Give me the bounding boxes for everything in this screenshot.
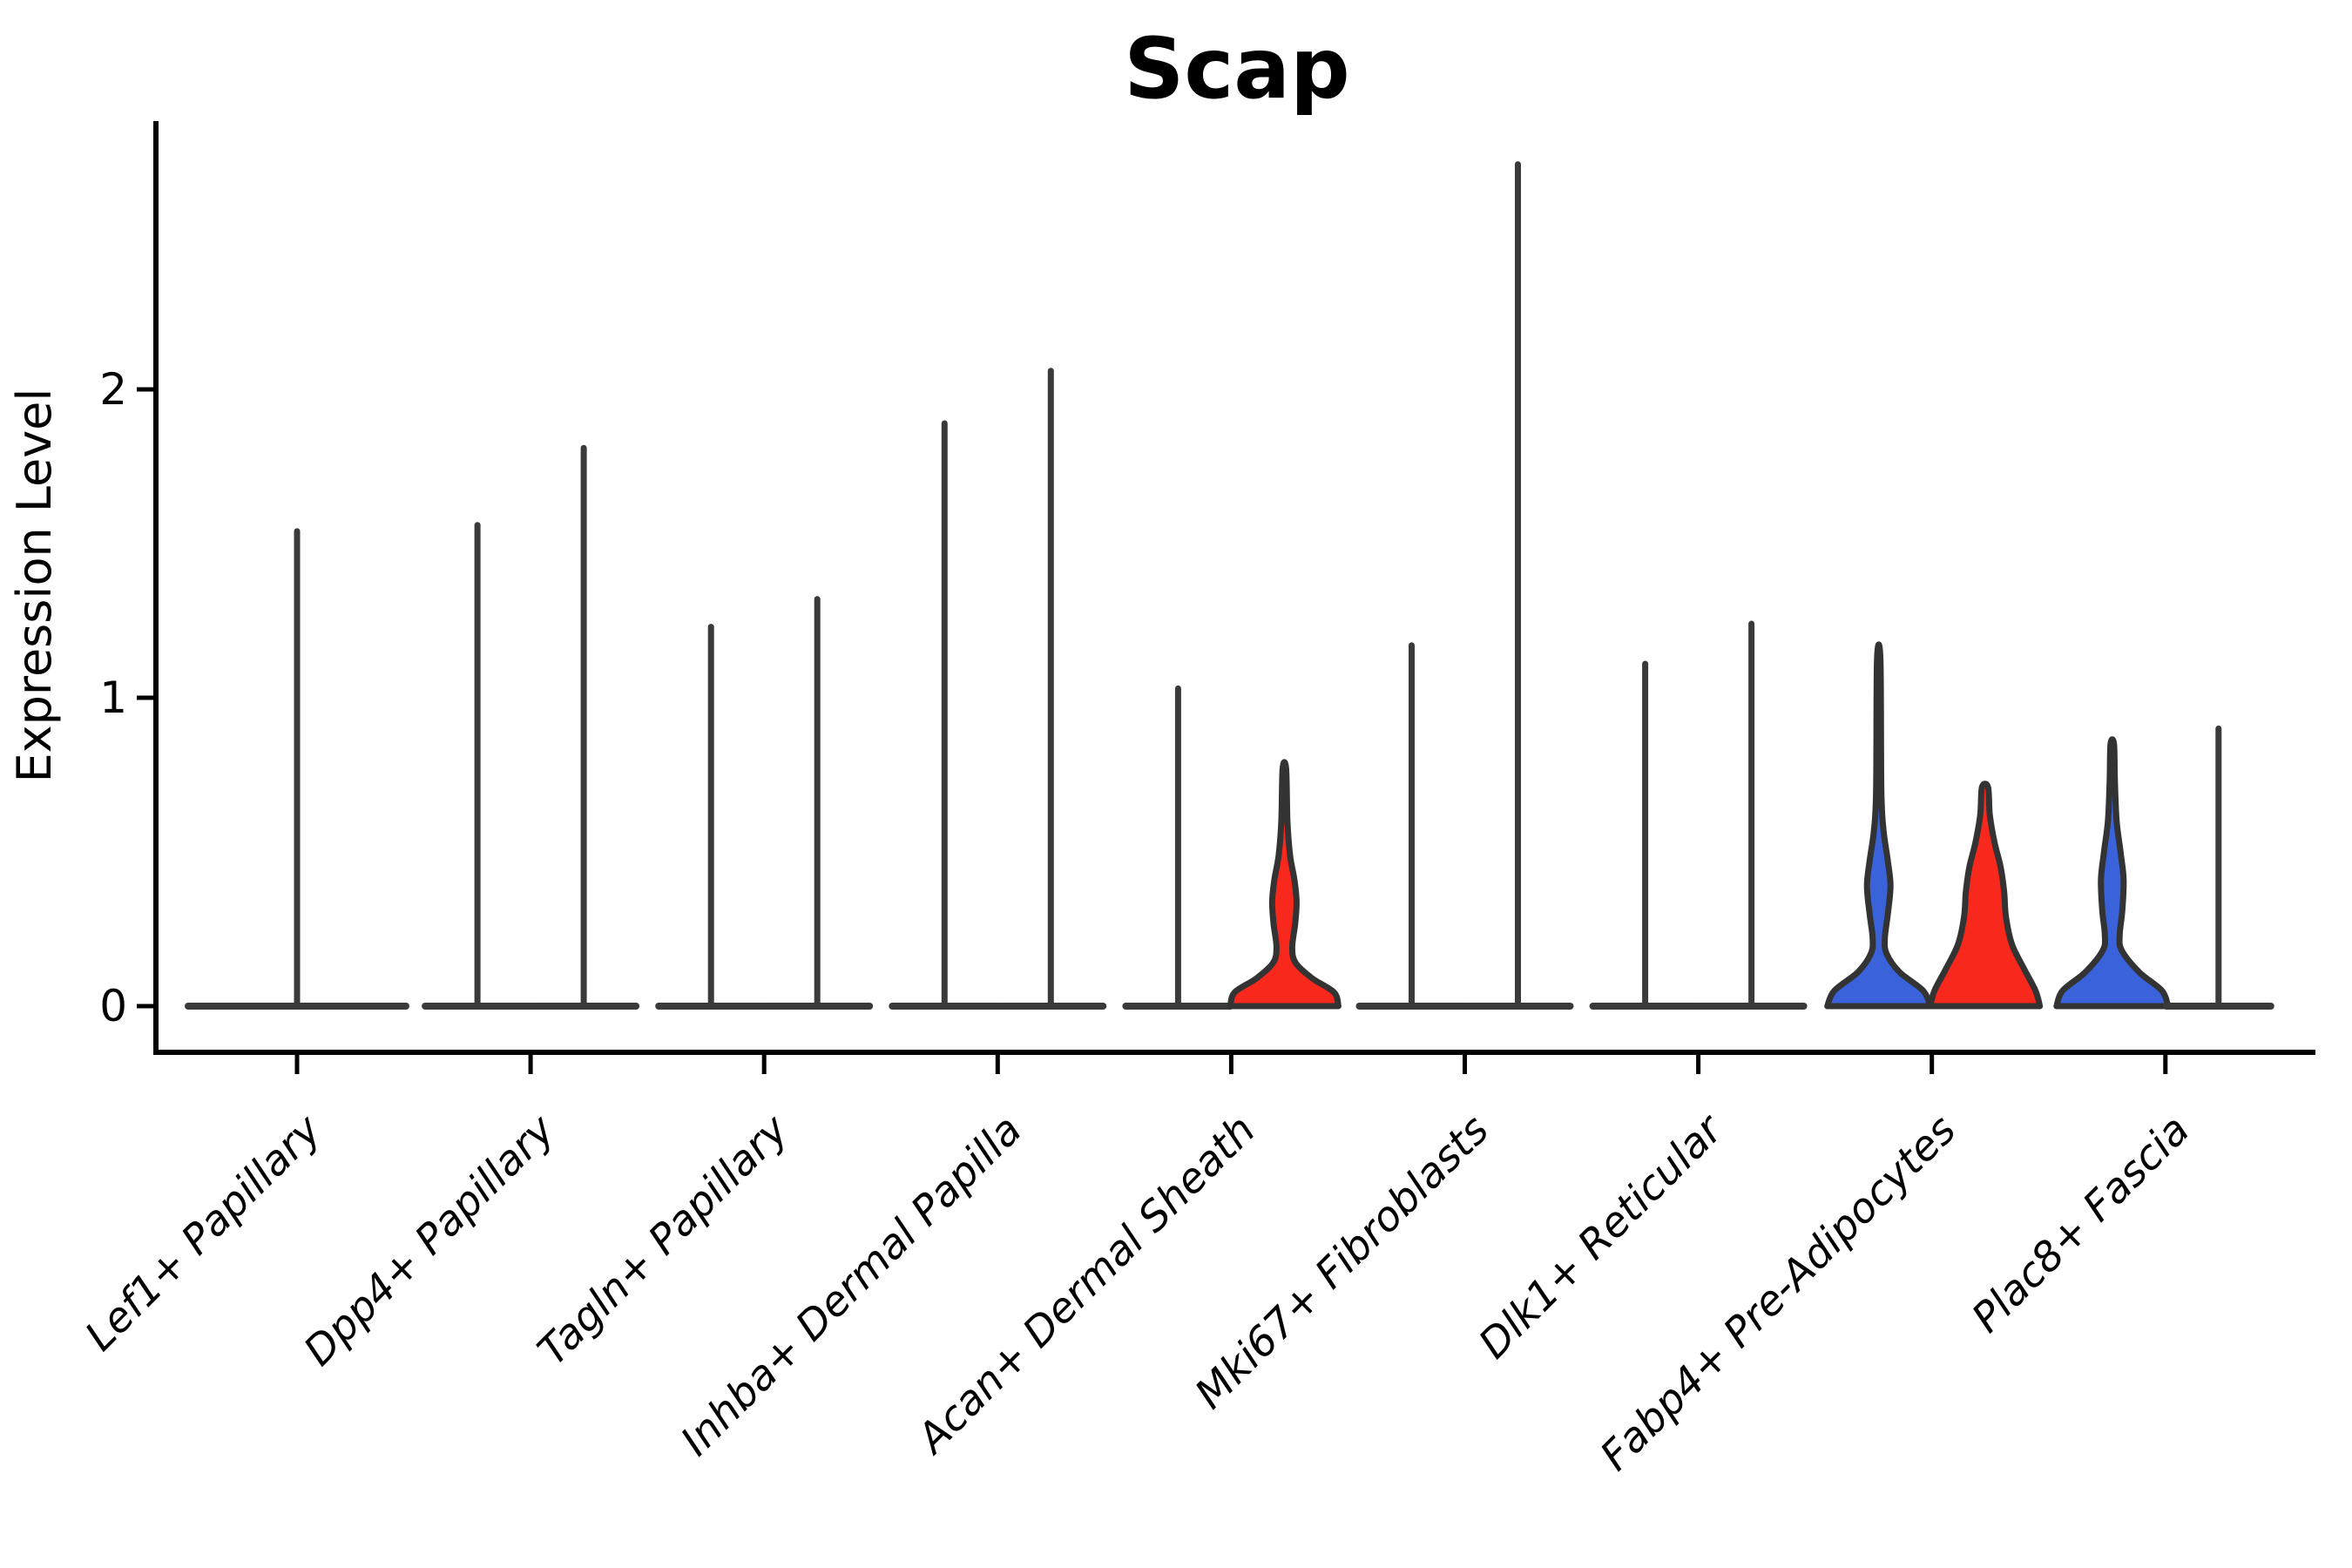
x-tick-label-tagln-papillary: Tagln+ Papillary <box>529 1105 799 1375</box>
y-tick-label: 0 <box>99 981 127 1031</box>
violin-plac8-fascia-left <box>2053 736 2172 1010</box>
x-tick-label-dpp4-papillary: Dpp4+ Papillary <box>294 1105 564 1375</box>
chart-title: Scap <box>1124 20 1350 118</box>
axes <box>153 121 2315 1055</box>
x-tick-label-plac8-fascia: Plac8+ Fascia <box>1963 1106 2199 1342</box>
y-tick-label: 2 <box>99 364 127 415</box>
x-tick-label-dlk1-reticular: Dlk1+ Reticular <box>1470 1105 1734 1369</box>
violin-fabp4-pre-adipocytes-right <box>1927 781 2044 1010</box>
violin-acan-dermal-sheath-right <box>1227 759 1342 1010</box>
y-axis-label: Expression Level <box>7 389 62 783</box>
violin-fabp4-pre-adipocytes-left <box>1824 641 1934 1010</box>
x-tick-label-lef1-papillary: Lef1+ Papillary <box>76 1105 331 1361</box>
y-tick-label: 1 <box>99 672 127 723</box>
violins <box>185 161 2274 1010</box>
y-tick-labels: 0 1 2 <box>99 364 156 1031</box>
